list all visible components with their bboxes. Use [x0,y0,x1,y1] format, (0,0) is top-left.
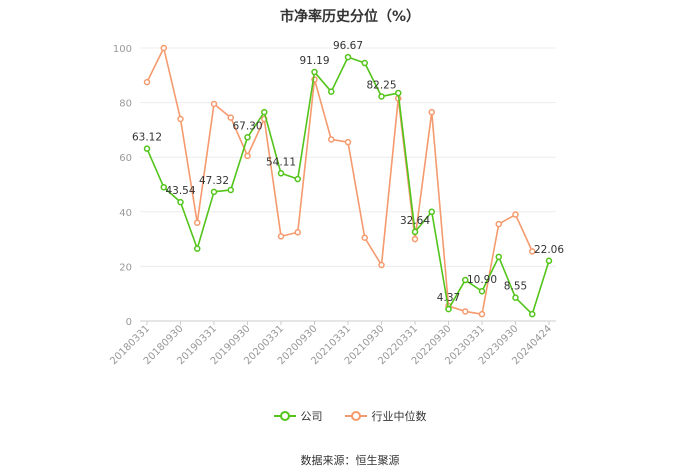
data-point-industry [361,234,368,241]
data-point-company [428,208,435,216]
data-point-industry [160,44,167,52]
data-label: 32.64 [400,215,430,227]
chart-title: 市净率历史分位（%） [279,9,421,25]
data-point-industry [411,235,419,243]
data-point-company [294,175,301,183]
data-label: 8.55 [504,281,527,293]
data-point-company [462,276,469,284]
data-label: 91.19 [299,55,329,67]
data-point-company [227,186,234,194]
data-label: 96.67 [333,40,363,52]
data-point-company [478,287,486,295]
y-tick-label: 20 [119,262,132,273]
y-tick-label: 100 [113,44,132,55]
data-label: 43.54 [165,185,195,197]
data-point-company [445,305,452,313]
data-point-industry [462,308,469,315]
data-point-industry [428,108,435,116]
data-point-company [495,253,502,261]
data-point-industry [244,152,251,160]
data-label-layer: 63.12 43.54 47.32 67.30 54.11 91.19 96.67 82.25… [132,40,564,304]
data-point-company [261,108,268,116]
y-tick-label: 0 [126,317,132,328]
data-point-industry [194,219,201,226]
data-point-industry [177,115,184,123]
y-tick-label: 60 [119,153,132,164]
legend-item-company[interactable]: 公司 [273,408,323,424]
data-label: 63.12 [132,132,162,144]
data-point-company [361,59,368,67]
data-point-industry [495,220,502,228]
legend-label-company: 公司 [300,410,323,423]
data-point-industry [210,100,218,108]
data-point-industry [512,211,519,218]
data-point-company [277,170,285,177]
data-point-industry [294,229,301,236]
y-tick-label: 40 [119,208,132,219]
data-label: 22.06 [534,244,564,256]
legend-label-industry: 行业中位数 [371,410,427,423]
legend-swatch-company [273,411,296,421]
data-point-company [177,198,184,206]
data-point-company [378,93,385,100]
data-point-industry [328,136,335,143]
data-point-company [512,294,519,301]
data-point-company [244,134,251,141]
data-point-company [143,145,151,152]
data-point-industry [378,261,385,269]
data-point-industry [227,114,234,121]
y-tick-label: 80 [119,99,132,110]
legend-swatch-industry [344,411,367,421]
data-point-company [395,89,402,97]
data-point-industry [143,78,151,86]
data-point-company [344,53,352,61]
data-point-company [328,88,335,95]
series-layer [143,44,553,318]
data-point-company [194,245,201,252]
data-point-company [210,188,218,196]
data-label: 4.37 [437,292,460,304]
data-point-industry [344,138,352,146]
data-label: 54.11 [266,156,296,168]
data-label: 10.90 [467,274,497,286]
data-point-industry [478,310,486,318]
data-point-industry [277,233,285,240]
data-point-company [529,310,536,318]
data-source: 数据来源：恒生聚源 [300,454,400,467]
data-point-industry [529,248,536,255]
data-point-company [545,257,553,265]
data-label: 47.32 [199,175,229,187]
data-point-company [311,68,318,76]
legend: 公司 行业中位数 [0,408,700,424]
data-label: 67.30 [232,120,262,132]
data-label: 82.25 [366,79,396,91]
data-point-company [160,183,167,191]
data-point-company [411,228,419,236]
legend-item-industry[interactable]: 行业中位数 [344,408,427,424]
